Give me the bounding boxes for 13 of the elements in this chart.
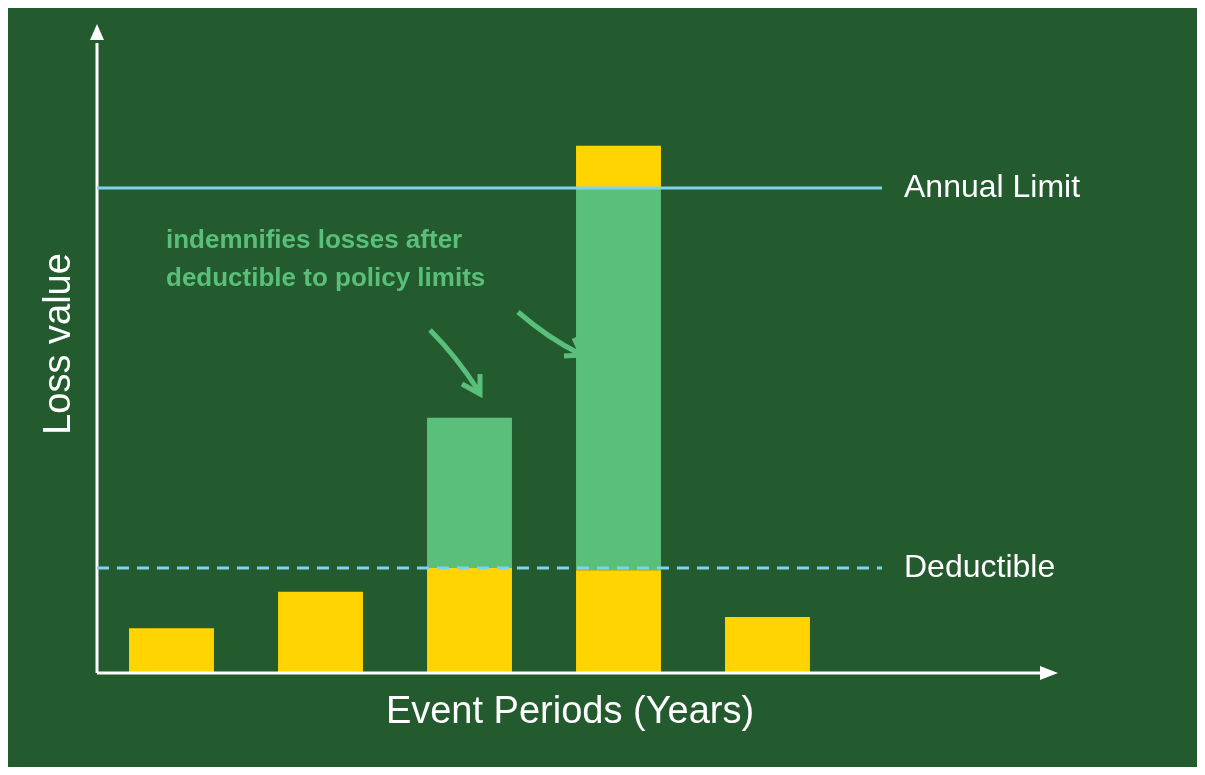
- bar: [278, 591, 363, 673]
- bar: [576, 570, 661, 673]
- bar: [725, 617, 810, 673]
- y-axis-title: Loss value: [36, 253, 79, 435]
- bar: [427, 568, 512, 673]
- ref-line-label: Deductible: [904, 547, 1056, 584]
- bar: [427, 417, 512, 569]
- bar: [129, 628, 214, 673]
- ref-line-label: Annual Limit: [904, 167, 1081, 204]
- annotation: indemnifies losses after deductible to policy limits: [166, 224, 486, 293]
- bar: [576, 145, 661, 188]
- x-axis-title: Event Periods (Years): [385, 689, 755, 732]
- bar: [576, 187, 661, 571]
